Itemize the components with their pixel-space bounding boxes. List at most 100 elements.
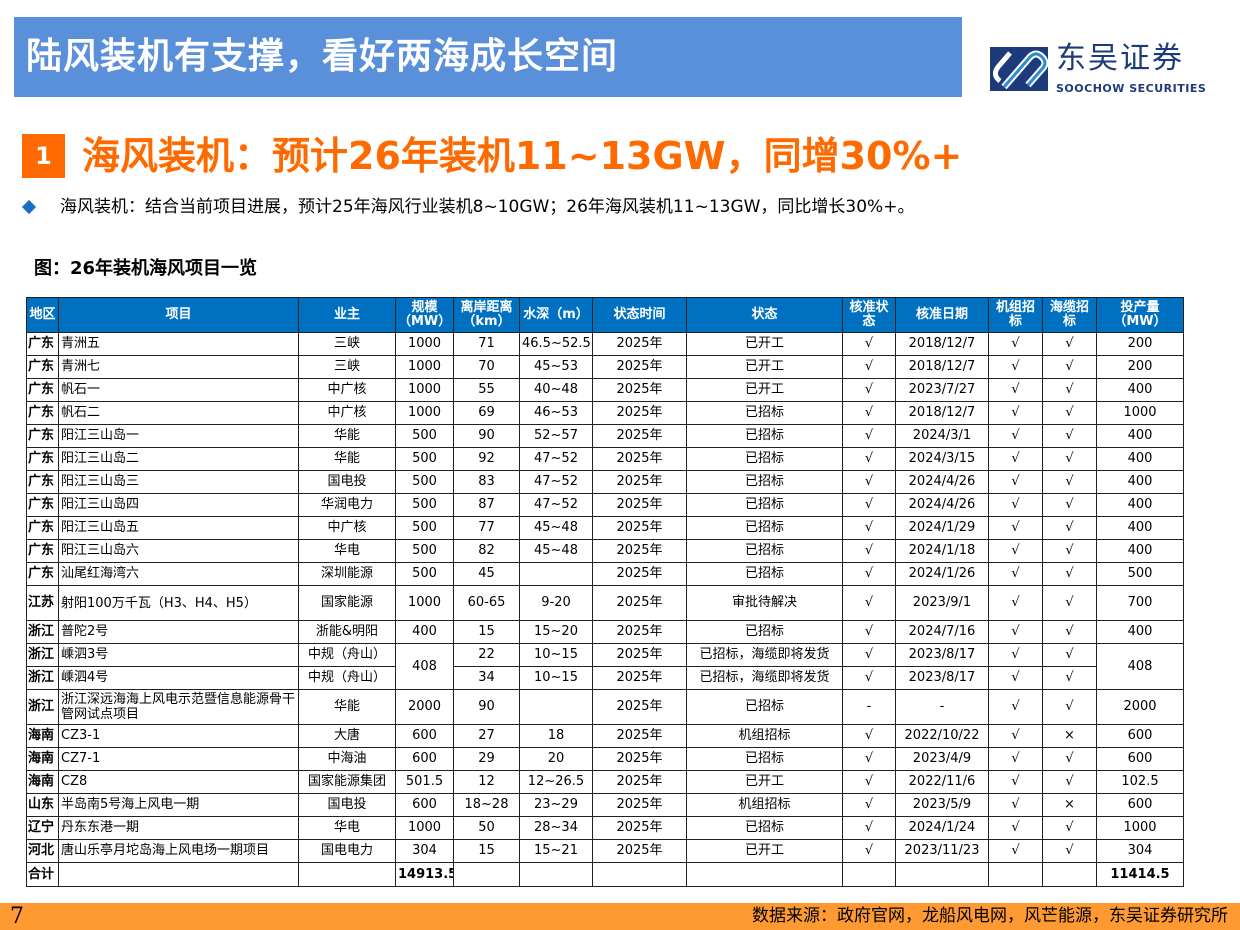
table-cell: √	[1042, 747, 1097, 771]
table-cell	[988, 862, 1043, 887]
table-cell: √	[988, 424, 1043, 448]
table-cell: √	[988, 562, 1043, 586]
table-cell: √	[1042, 493, 1097, 517]
table-cell: 中规（舟山）	[298, 643, 396, 667]
table-cell: √	[988, 355, 1043, 379]
table-cell: 2025年	[592, 378, 687, 402]
table-cell: 浙江	[26, 643, 59, 667]
table-cell: 82	[453, 539, 520, 563]
table-cell: √	[988, 666, 1043, 690]
table-cell: √	[842, 620, 896, 644]
figure-caption: 图：26年装机海风项目一览	[34, 258, 258, 279]
table-cell: 400	[1096, 539, 1184, 563]
table-cell: 15	[453, 620, 520, 644]
table-cell: √	[842, 355, 896, 379]
table-cell: 500	[1096, 562, 1184, 586]
table-cell: 浙江	[26, 620, 59, 644]
table-cell: 审批待解决	[686, 585, 843, 621]
page-number: 7	[10, 904, 24, 929]
table-cell: 2025年	[592, 585, 687, 621]
table-cell: 408	[395, 643, 454, 690]
column-header: 海缆招标	[1042, 297, 1097, 333]
title-banner: 陆风装机有支撑，看好两海成长空间	[14, 17, 962, 97]
table-cell: √	[842, 793, 896, 817]
table-cell: 辽宁	[26, 816, 59, 840]
table-cell: 已开工	[686, 770, 843, 794]
column-header: 水深（m）	[519, 297, 593, 333]
table-cell: 机组招标	[686, 793, 843, 817]
table-cell: √	[842, 332, 896, 356]
table-cell: 22	[453, 643, 520, 667]
table-cell: 47~52	[519, 470, 593, 494]
table-cell: 已招标	[686, 470, 843, 494]
table-row: 广东 帆石一 中广核 1000 55 40~48 2025年 已开工 √ 2023/7/27 √ √ 4…	[26, 378, 1184, 402]
table-cell: 国电投	[298, 470, 396, 494]
table-cell: 华能	[298, 689, 396, 725]
table-cell: 中规（舟山）	[298, 666, 396, 690]
table-cell: 2024/4/26	[895, 493, 989, 517]
table-row: 海南 CZ7-1 中海油 600 29 20 2025年 已招标 √ 2023/4/9 √ √ 600	[26, 747, 1184, 771]
table-cell: 2025年	[592, 470, 687, 494]
table-cell: √	[988, 332, 1043, 356]
table-cell: 丹东东港一期	[58, 816, 299, 840]
table-cell: 已开工	[686, 355, 843, 379]
table-cell: 华能	[298, 447, 396, 471]
table-cell: 浙江深远海海上风电示范暨信息能源骨干管网试点项目	[58, 689, 299, 725]
logo-mark-icon	[990, 47, 1048, 91]
soochow-logo: 东吴证券 SOOCHOW SECURITIES	[990, 42, 1220, 98]
table-cell: 2025年	[592, 493, 687, 517]
table-cell	[1042, 862, 1097, 887]
table-cell: 1000	[395, 401, 454, 425]
table-cell: 45~53	[519, 355, 593, 379]
table-cell: 三峡	[298, 332, 396, 356]
table-cell: 阳江三山岛二	[58, 447, 299, 471]
column-header: 机组招标	[988, 297, 1043, 333]
table-cell: 阳江三山岛五	[58, 516, 299, 540]
table-cell: 阳江三山岛一	[58, 424, 299, 448]
table-cell: √	[988, 747, 1043, 771]
table-cell: 2022/11/6	[895, 770, 989, 794]
table-row: 浙江 嵊泗3号 中规（舟山） 408 22 10~15 2025年 已招标，海缆即将发货 √ 20…	[26, 643, 1184, 690]
table-cell	[842, 862, 896, 887]
table-cell: 2024/7/16	[895, 620, 989, 644]
table-cell: 广东	[26, 562, 59, 586]
table-cell: 华润电力	[298, 493, 396, 517]
table-cell: 400	[395, 620, 454, 644]
table-cell: √	[1042, 424, 1097, 448]
table-row: 广东 青洲七 三峡 1000 70 45~53 2025年 已开工 √ 2018/12/7 √ √ 20…	[26, 355, 1184, 379]
table-cell: 20	[519, 747, 593, 771]
table-cell: 2025年	[592, 539, 687, 563]
table-cell: √	[1042, 516, 1097, 540]
table-cell: 广东	[26, 355, 59, 379]
table-cell: 10~15	[519, 666, 593, 690]
table-cell: √	[842, 747, 896, 771]
table-cell: 69	[453, 401, 520, 425]
table-cell: 29	[453, 747, 520, 771]
table-cell: 2023/11/23	[895, 839, 989, 863]
table-cell: 18	[519, 724, 593, 748]
column-header: 项目	[58, 297, 299, 333]
table-cell: √	[988, 724, 1043, 748]
table-cell	[895, 862, 989, 887]
column-header: 业主	[298, 297, 396, 333]
table-cell: 45	[453, 562, 520, 586]
table-cell: 已开工	[686, 839, 843, 863]
table-cell: 2024/1/18	[895, 539, 989, 563]
table-cell: √	[1042, 689, 1097, 725]
table-cell: 600	[1096, 724, 1184, 748]
table-cell: 国家能源集团	[298, 770, 396, 794]
table-cell: 合计	[26, 862, 59, 887]
table-cell: 2023/8/17	[895, 643, 989, 667]
table-cell: 汕尾红海湾六	[58, 562, 299, 586]
table-row: 广东 青洲五 三峡 1000 71 46.5~52.5 2025年 已开工 √ 2018/12/7…	[26, 332, 1184, 356]
table-cell: 2018/12/7	[895, 332, 989, 356]
table-cell: 2018/12/7	[895, 355, 989, 379]
table-cell: √	[842, 424, 896, 448]
table-cell: √	[988, 470, 1043, 494]
table-cell: 400	[1096, 516, 1184, 540]
table-cell: 500	[395, 516, 454, 540]
table-cell: 15	[453, 839, 520, 863]
table-cell: 45~48	[519, 516, 593, 540]
table-cell: √	[1042, 355, 1097, 379]
table-cell: 14913.5	[395, 862, 454, 887]
